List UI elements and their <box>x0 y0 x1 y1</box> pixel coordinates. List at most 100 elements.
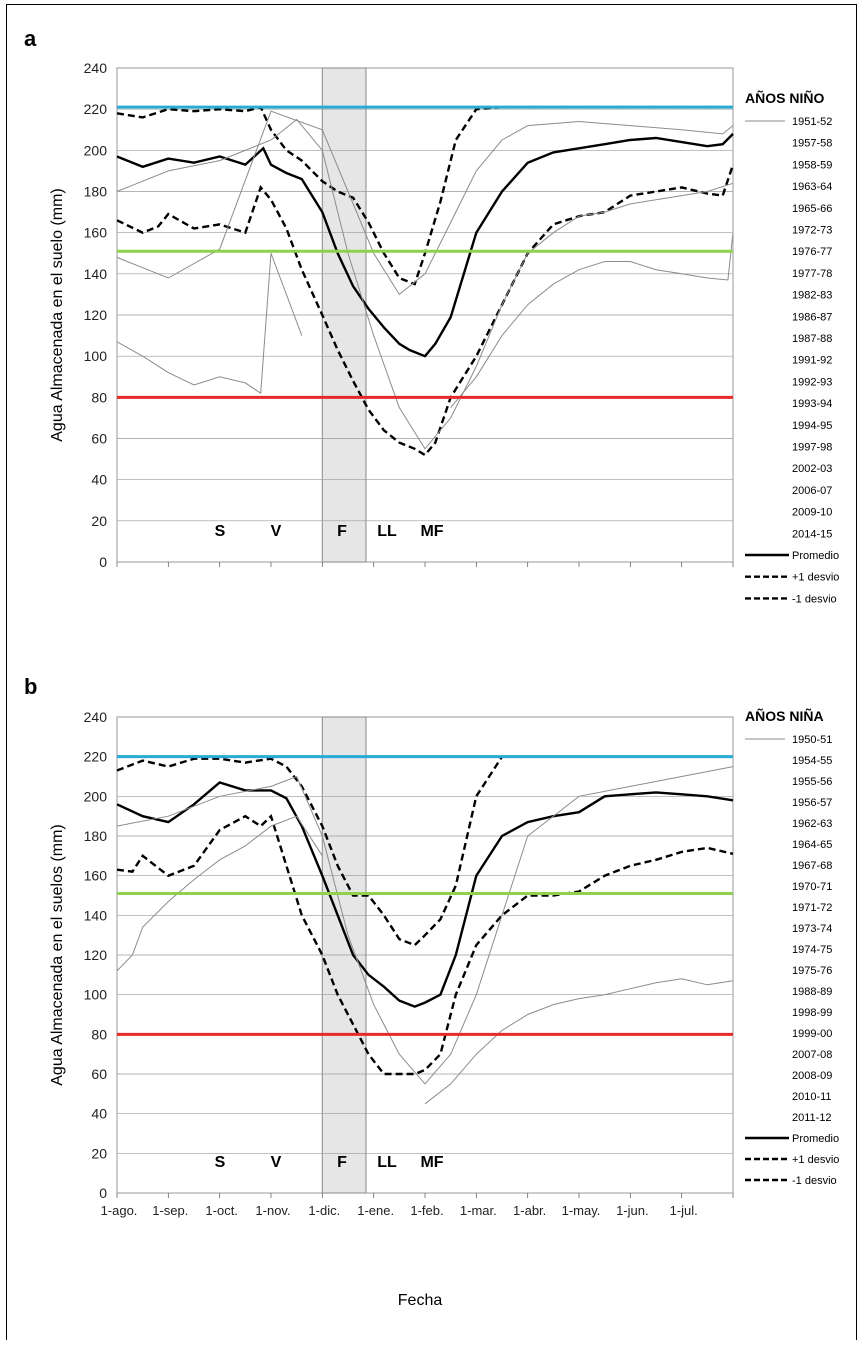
legend-entry: 1965-66 <box>792 203 832 215</box>
y-tick-label: 160 <box>84 225 108 241</box>
y-axis-title: Agua Almacenada en el suelo (mm) <box>49 188 66 441</box>
legend-entry: +1 desvio <box>792 1154 839 1166</box>
legend-entry: 1962-63 <box>792 818 832 830</box>
legend-entry: 2002-03 <box>792 463 832 475</box>
legend-entry: 1982-83 <box>792 290 832 302</box>
legend-entry: 1991-92 <box>792 355 832 367</box>
y-tick-label: 140 <box>84 266 108 282</box>
legend-entry: 1964-65 <box>792 839 832 851</box>
series-line-2009-10 <box>116 118 734 450</box>
stage-label-ll: LL <box>377 523 397 540</box>
stage-label-v: V <box>271 523 282 540</box>
legend-entry: 1993-94 <box>792 398 832 410</box>
x-tick-label: 1-ago. <box>101 1203 138 1218</box>
series-line-1982-83 <box>116 110 734 296</box>
legend-entry: 1954-55 <box>792 755 832 767</box>
legend-title: AÑOS NIÑO <box>745 89 824 106</box>
legend-entry: 1955-56 <box>792 776 832 788</box>
legend-entry: 1963-64 <box>792 181 832 193</box>
chart-panel-b: b 0 20 40 60 80 100 120 140 160 180 200 220 240 Agua A… <box>24 674 839 1218</box>
y-tick-label: 40 <box>91 1106 107 1122</box>
legend-entry: 1971-72 <box>792 902 832 914</box>
stage-label-f: F <box>337 523 347 540</box>
series-line-2011-12 <box>424 978 734 1105</box>
y-tick-label: 220 <box>84 749 108 765</box>
y-tick-label: 0 <box>99 554 107 570</box>
y-tick-label: 100 <box>84 348 108 364</box>
y-tick-label: 120 <box>84 947 108 963</box>
y-tick-label: 200 <box>84 788 108 804</box>
legend-entry: 1999-00 <box>792 1028 832 1040</box>
legend-entry: 1951-52 <box>792 116 832 128</box>
legend-entry: 1988-89 <box>792 986 832 998</box>
legend-entry: -1 desvio <box>792 1175 837 1187</box>
x-tick-label: 1-nov. <box>255 1203 290 1218</box>
y-tick-label: 40 <box>91 472 107 488</box>
y-tick-label: 180 <box>84 828 108 844</box>
legend-entry: 1998-99 <box>792 1007 832 1019</box>
stage-label-ll: LL <box>377 1154 397 1171</box>
y-axis-title: Agua Almacenada en el suelos (mm) <box>49 824 66 1085</box>
legend-entry: 1977-78 <box>792 268 832 280</box>
legend-entry: 2014-15 <box>792 528 832 540</box>
series-line-1994-95 <box>116 253 303 395</box>
y-tick-label: 220 <box>84 101 108 117</box>
legend-entry: Promedio <box>792 1133 839 1145</box>
y-tick-label: 60 <box>91 431 107 447</box>
legend-entry: 1950-51 <box>792 734 832 746</box>
stage-label-mf: MF <box>420 523 443 540</box>
y-tick-label: 180 <box>84 184 108 200</box>
y-tick-label: 140 <box>84 907 108 923</box>
legend-entry: +1 desvio <box>792 572 839 584</box>
y-tick-label: 20 <box>91 1145 107 1161</box>
legend-entry: 2009-10 <box>792 507 832 519</box>
legend-entry: 1967-68 <box>792 860 832 872</box>
x-tick-label: 1-oct. <box>205 1203 238 1218</box>
legend-entry: 1994-95 <box>792 420 832 432</box>
series-line-promedio <box>116 781 734 1008</box>
chart-panel-a: a 0 20 40 60 80 100 120 140 160 180 200 220 240 Agua A… <box>24 26 839 605</box>
legend-entry: 1957-58 <box>792 138 832 150</box>
series-line-promedio <box>116 133 734 358</box>
legend-entry: -1 desvio <box>792 593 837 605</box>
x-tick-label: 1-abr. <box>513 1203 546 1218</box>
legend-entry: Promedio <box>792 550 839 562</box>
x-tick-label: 1-may. <box>562 1203 601 1218</box>
y-tick-label: 120 <box>84 307 108 323</box>
y-tick-label: 80 <box>91 389 107 405</box>
legend-entry: 1973-74 <box>792 923 832 935</box>
legend-entry: 1956-57 <box>792 797 832 809</box>
x-tick-label: 1-sep. <box>152 1203 188 1218</box>
legend-entry: 1970-71 <box>792 881 832 893</box>
legend-entry: 2007-08 <box>792 1049 832 1061</box>
legend-entry: 2011-12 <box>792 1112 832 1124</box>
legend-entry: 2008-09 <box>792 1070 832 1082</box>
legend-entry: 1997-98 <box>792 442 832 454</box>
panel-letter: b <box>24 674 37 699</box>
y-tick-label: 160 <box>84 868 108 884</box>
legend-entry: 2006-07 <box>792 485 832 497</box>
series-line-1950-51 <box>116 815 323 972</box>
figure-frame <box>6 4 857 1340</box>
stage-label-mf: MF <box>420 1154 443 1171</box>
series-line-2014-15 <box>450 232 734 408</box>
x-tick-label: 1-ene. <box>357 1203 394 1218</box>
y-tick-label: 240 <box>84 60 108 76</box>
legend-entry: 1986-87 <box>792 311 832 323</box>
legend-entry: 1972-73 <box>792 225 832 237</box>
legend-entry: 1974-75 <box>792 944 832 956</box>
series-line--1-desvio <box>116 813 734 1076</box>
legend-entry: 1958-59 <box>792 159 832 171</box>
stage-label-s: S <box>215 523 226 540</box>
y-tick-label: 0 <box>99 1185 107 1201</box>
stage-label-v: V <box>271 1154 282 1171</box>
legend-entry: 2010-11 <box>792 1091 832 1103</box>
legend-entry: 1975-76 <box>792 965 832 977</box>
stage-label-s: S <box>215 1154 226 1171</box>
x-tick-label: 1-dic. <box>308 1203 340 1218</box>
panel-letter: a <box>24 26 37 51</box>
series-line-1988-89 <box>116 766 734 1085</box>
x-tick-label: 1-feb. <box>410 1203 443 1218</box>
y-tick-label: 60 <box>91 1066 107 1082</box>
